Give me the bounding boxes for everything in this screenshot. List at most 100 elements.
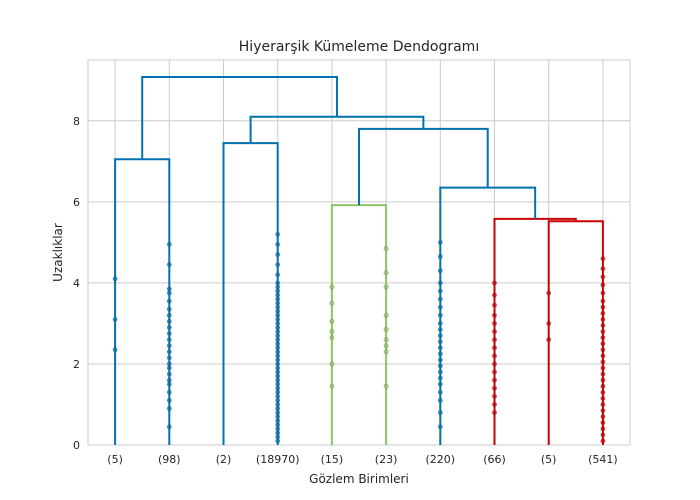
leaf-point: [600, 266, 606, 272]
leaf-point: [275, 241, 281, 247]
leaf-point: [275, 316, 281, 322]
leaf-point: [166, 355, 172, 361]
leaf-label: (5): [107, 453, 123, 466]
leaf-point: [329, 383, 335, 389]
leaf-point: [166, 349, 172, 355]
leaf-point: [491, 302, 497, 308]
leaf-point: [166, 343, 172, 349]
dendrogram-link: [249, 115, 425, 144]
leaf-point: [275, 231, 281, 237]
leaf-point: [437, 369, 443, 375]
leaf-label: (15): [321, 453, 344, 466]
leaf-point: [275, 381, 281, 387]
leaf-point: [275, 296, 281, 302]
leaf-point: [383, 383, 389, 389]
leaf-point: [275, 414, 281, 420]
leaf-point: [437, 351, 443, 357]
leaf-point: [166, 306, 172, 312]
leaf-point: [275, 284, 281, 290]
leaf-point: [600, 322, 606, 328]
leaf-point: [437, 296, 443, 302]
leaf-point: [275, 369, 281, 375]
leaf-point: [491, 312, 497, 318]
y-tick-label: 2: [73, 358, 80, 371]
leaf-point: [166, 312, 172, 318]
leaf-point: [383, 312, 389, 318]
leaf-point: [275, 385, 281, 391]
leaf-point: [275, 288, 281, 294]
leaf-point: [275, 337, 281, 343]
leaf-point: [329, 284, 335, 290]
leaf-point: [383, 245, 389, 251]
leaf-point: [437, 280, 443, 286]
leaf-point: [166, 381, 172, 387]
leaf-point: [112, 316, 118, 322]
leaf-point: [275, 324, 281, 330]
y-tick-label: 4: [73, 277, 80, 290]
leaf-point: [383, 337, 389, 343]
leaf-point: [437, 345, 443, 351]
leaf-point: [437, 320, 443, 326]
y-axis-label: Uzaklıklar: [51, 223, 65, 282]
leaf-label: (66): [483, 453, 506, 466]
leaf-point: [166, 397, 172, 403]
leaf-label: (18970): [256, 453, 300, 466]
leaf-point: [600, 341, 606, 347]
leaf-point: [600, 426, 606, 432]
leaf-point: [166, 290, 172, 296]
leaf-point: [437, 363, 443, 369]
leaf-point: [275, 329, 281, 335]
leaf-point: [275, 422, 281, 428]
leaf-point: [546, 337, 552, 343]
leaf-point: [437, 357, 443, 363]
leaf-point: [166, 331, 172, 337]
dendrogram-link: [141, 76, 338, 160]
y-tick-label: 8: [73, 115, 80, 128]
leaf-point: [166, 377, 172, 383]
leaf-point: [275, 300, 281, 306]
leaf-point: [600, 282, 606, 288]
leaf-point: [275, 345, 281, 351]
leaf-point: [329, 361, 335, 367]
leaf-point: [437, 312, 443, 318]
leaf-point: [600, 408, 606, 414]
leaf-point: [600, 432, 606, 438]
leaf-point: [437, 288, 443, 294]
leaf-point: [275, 377, 281, 383]
leaf-label: (541): [588, 453, 618, 466]
plot-area: [87, 59, 631, 446]
leaf-point: [600, 329, 606, 335]
y-tick-label: 0: [73, 439, 80, 452]
y-axis-ticks: 0 2 4 6 8: [73, 115, 80, 452]
x-axis-ticks: (5) (98) (2) (18970) (15) (23) (220) (66) (5) (54…: [107, 453, 617, 466]
leaf-point: [275, 410, 281, 416]
leaf-label: (98): [158, 453, 181, 466]
leaf-point: [166, 424, 172, 430]
y-tick-label: 6: [73, 196, 80, 209]
leaf-point: [546, 290, 552, 296]
leaf-point: [275, 438, 281, 444]
leaf-point: [437, 389, 443, 395]
leaf-point: [275, 434, 281, 440]
leaf-point: [166, 241, 172, 247]
leaf-label: (23): [375, 453, 398, 466]
leaf-point: [275, 397, 281, 403]
leaf-point: [491, 361, 497, 367]
leaf-point: [275, 292, 281, 298]
leaf-point: [275, 361, 281, 367]
leaf-point: [329, 335, 335, 341]
leaf-point: [112, 276, 118, 282]
leaf-point: [275, 365, 281, 371]
leaf-point: [275, 304, 281, 310]
leaf-point: [275, 353, 281, 359]
leaf-point: [166, 371, 172, 377]
leaf-point: [383, 343, 389, 349]
dendrogram-link: [358, 127, 489, 206]
leaf-point: [600, 377, 606, 383]
leaf-point: [275, 272, 281, 278]
leaf-point: [166, 286, 172, 292]
leaf-point: [166, 298, 172, 304]
leaf-point: [329, 329, 335, 335]
leaf-point: [491, 377, 497, 383]
